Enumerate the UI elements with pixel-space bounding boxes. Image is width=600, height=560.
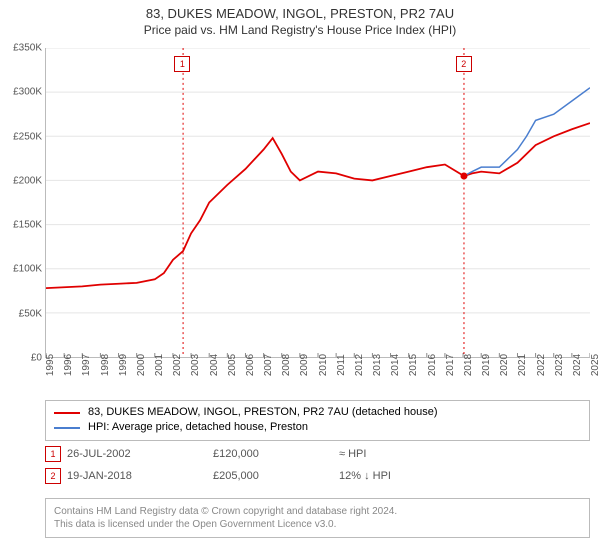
chart-svg xyxy=(46,48,590,357)
legend-item: HPI: Average price, detached house, Pres… xyxy=(54,420,581,435)
x-axis-tick-label: 2003 xyxy=(190,354,201,376)
attribution-line: This data is licensed under the Open Gov… xyxy=(54,518,581,531)
x-axis-tick-label: 1996 xyxy=(63,354,74,376)
x-axis-tick-label: 2024 xyxy=(572,354,583,376)
x-axis-tick-label: 2018 xyxy=(463,354,474,376)
legend-label: HPI: Average price, detached house, Pres… xyxy=(88,420,308,435)
x-axis-tick-label: 2000 xyxy=(136,354,147,376)
plot-area xyxy=(45,48,590,358)
y-axis-tick-label: £250K xyxy=(13,131,42,142)
x-axis-tick-label: 2006 xyxy=(245,354,256,376)
y-axis-tick-label: £150K xyxy=(13,220,42,231)
x-axis-tick-label: 1999 xyxy=(118,354,129,376)
x-axis-tick-label: 2005 xyxy=(227,354,238,376)
x-axis-tick-label: 2025 xyxy=(590,354,600,376)
transaction-index: 1 xyxy=(45,446,61,462)
x-axis-tick-label: 2001 xyxy=(154,354,165,376)
y-axis-tick-label: £350K xyxy=(13,43,42,54)
y-axis-tick-label: £100K xyxy=(13,264,42,275)
transaction-hpi-delta: ≈ HPI xyxy=(339,448,459,460)
y-axis-tick-label: £300K xyxy=(13,87,42,98)
chart-container: { "title": { "main": "83, DUKES MEADOW, … xyxy=(0,0,600,560)
x-axis-tick-label: 2023 xyxy=(554,354,565,376)
x-axis-tick-label: 2012 xyxy=(354,354,365,376)
transaction-row: 1 26-JUL-2002 £120,000 ≈ HPI xyxy=(45,446,590,462)
reference-marker: 2 xyxy=(456,56,472,72)
x-axis-tick-label: 2015 xyxy=(408,354,419,376)
transactions-table: 1 26-JUL-2002 £120,000 ≈ HPI 2 19-JAN-20… xyxy=(45,446,590,490)
reference-marker: 1 xyxy=(174,56,190,72)
legend-item: 83, DUKES MEADOW, INGOL, PRESTON, PR2 7A… xyxy=(54,405,581,420)
transaction-row: 2 19-JAN-2018 £205,000 12% ↓ HPI xyxy=(45,468,590,484)
x-axis-tick-label: 2019 xyxy=(481,354,492,376)
x-axis-tick-label: 2014 xyxy=(390,354,401,376)
transaction-date: 26-JUL-2002 xyxy=(67,448,207,460)
transaction-hpi-delta: 12% ↓ HPI xyxy=(339,470,459,482)
x-axis-tick-label: 2004 xyxy=(209,354,220,376)
attribution: Contains HM Land Registry data © Crown c… xyxy=(45,498,590,538)
x-axis-tick-label: 2007 xyxy=(263,354,274,376)
x-axis-tick-label: 1995 xyxy=(45,354,56,376)
chart-titles: 83, DUKES MEADOW, INGOL, PRESTON, PR2 7A… xyxy=(0,0,600,37)
transaction-price: £205,000 xyxy=(213,470,333,482)
x-axis-tick-label: 2020 xyxy=(499,354,510,376)
x-axis-tick-label: 1997 xyxy=(81,354,92,376)
x-axis-tick-label: 2008 xyxy=(281,354,292,376)
x-axis-tick-label: 2011 xyxy=(336,354,347,376)
legend-swatch xyxy=(54,427,80,429)
transaction-index: 2 xyxy=(45,468,61,484)
x-axis-tick-label: 2013 xyxy=(372,354,383,376)
y-axis-tick-label: £0 xyxy=(31,353,42,364)
legend-swatch xyxy=(54,412,80,414)
x-axis-tick-label: 1998 xyxy=(100,354,111,376)
x-axis-tick-label: 2017 xyxy=(445,354,456,376)
x-axis-tick-label: 2002 xyxy=(172,354,183,376)
legend: 83, DUKES MEADOW, INGOL, PRESTON, PR2 7A… xyxy=(45,400,590,441)
x-axis-tick-label: 2009 xyxy=(299,354,310,376)
legend-label: 83, DUKES MEADOW, INGOL, PRESTON, PR2 7A… xyxy=(88,405,437,420)
x-axis-tick-label: 2021 xyxy=(517,354,528,376)
transaction-price: £120,000 xyxy=(213,448,333,460)
chart-title: 83, DUKES MEADOW, INGOL, PRESTON, PR2 7A… xyxy=(0,6,600,21)
chart-subtitle: Price paid vs. HM Land Registry's House … xyxy=(0,23,600,37)
attribution-line: Contains HM Land Registry data © Crown c… xyxy=(54,505,581,518)
y-axis-tick-label: £200K xyxy=(13,175,42,186)
transaction-date: 19-JAN-2018 xyxy=(67,470,207,482)
x-axis-tick-label: 2010 xyxy=(318,354,329,376)
y-axis-tick-label: £50K xyxy=(19,308,42,319)
x-axis-tick-label: 2016 xyxy=(427,354,438,376)
x-axis-tick-label: 2022 xyxy=(536,354,547,376)
